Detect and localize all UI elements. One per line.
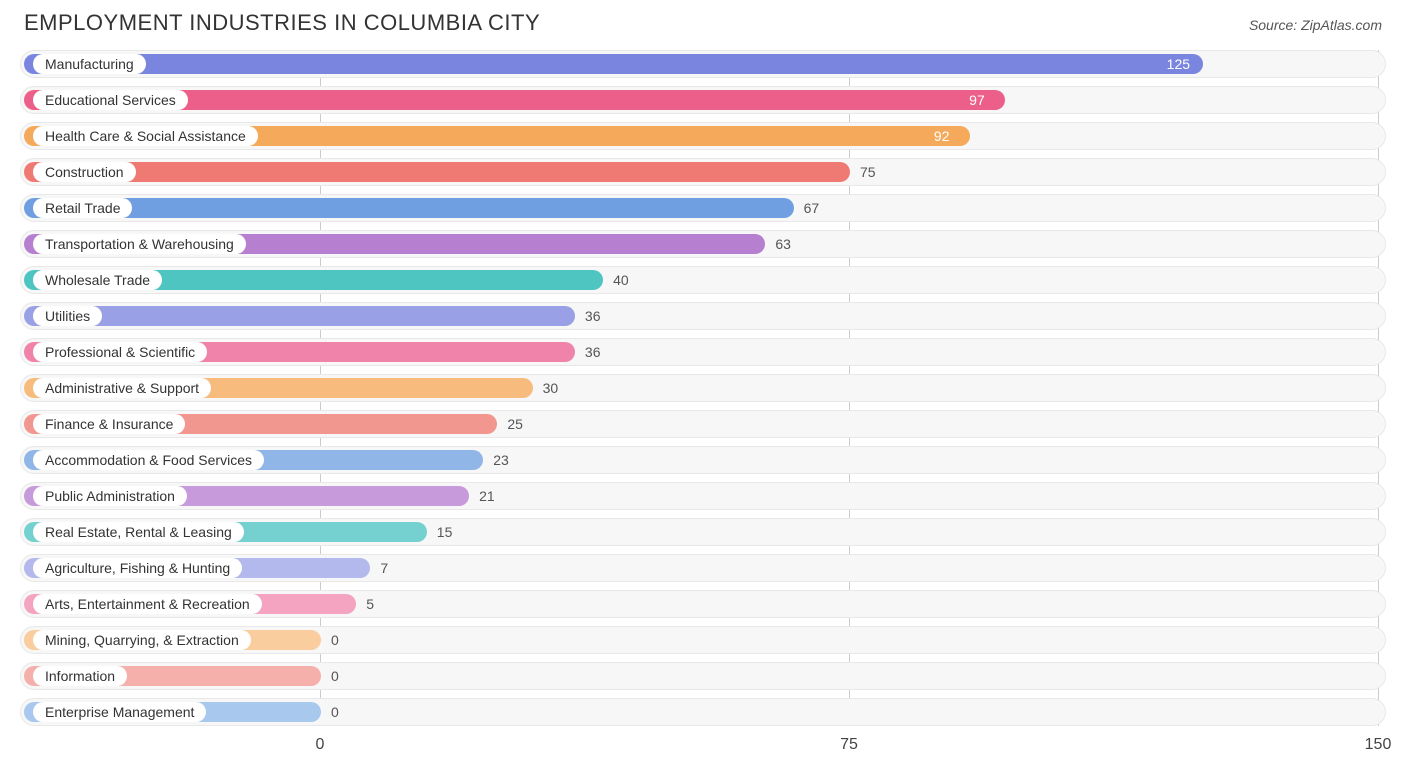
bar-row: Mining, Quarrying, & Extraction 0 [20, 626, 1386, 654]
bar-label: Administrative & Support [33, 378, 211, 398]
bar-row: Finance & Insurance 25 [20, 410, 1386, 438]
bar-label: Enterprise Management [33, 702, 206, 722]
bar-label: Agriculture, Fishing & Hunting [33, 558, 242, 578]
bar-row: Information 0 [20, 662, 1386, 690]
source-prefix: Source: [1249, 17, 1301, 33]
bar-value: 75 [860, 164, 876, 180]
bar-label: Utilities [33, 306, 102, 326]
x-tick-label: 0 [316, 736, 325, 754]
bar-row: Health Care & Social Assistance 92 [20, 122, 1386, 150]
bar-value: 23 [493, 452, 509, 468]
bar-label: Educational Services [33, 90, 188, 110]
bar-label: Professional & Scientific [33, 342, 207, 362]
bar-row: Public Administration 21 [20, 482, 1386, 510]
plot-area: Manufacturing 125 Educational Services 97 He… [20, 50, 1386, 726]
bar-value: 0 [331, 668, 339, 684]
bar-row: Administrative & Support 30 [20, 374, 1386, 402]
bar-row: Enterprise Management 0 [20, 698, 1386, 726]
bar-row: Transportation & Warehousing 63 [20, 230, 1386, 258]
bar-label: Manufacturing [33, 54, 146, 74]
chart-area: Manufacturing 125 Educational Services 97 He… [20, 50, 1386, 762]
bar-label: Health Care & Social Assistance [33, 126, 258, 146]
bar-fill [24, 198, 794, 218]
x-tick-label: 150 [1365, 736, 1392, 754]
bar-label: Mining, Quarrying, & Extraction [33, 630, 251, 650]
bar-fill [24, 162, 850, 182]
chart-header: EMPLOYMENT INDUSTRIES IN COLUMBIA CITY S… [20, 10, 1386, 36]
bar-row: Wholesale Trade 40 [20, 266, 1386, 294]
bar-label: Accommodation & Food Services [33, 450, 264, 470]
bar-fill [24, 306, 575, 326]
bar-value: 125 [1167, 56, 1190, 72]
bar-label: Finance & Insurance [33, 414, 185, 434]
bar-value: 15 [437, 524, 453, 540]
bar-row: Construction 75 [20, 158, 1386, 186]
bar-value: 97 [969, 92, 985, 108]
bar-label: Wholesale Trade [33, 270, 162, 290]
bar-label: Real Estate, Rental & Leasing [33, 522, 244, 542]
bar-value: 7 [380, 560, 388, 576]
bar-row: Utilities 36 [20, 302, 1386, 330]
source-name: ZipAtlas.com [1301, 17, 1382, 33]
bar-value: 36 [585, 308, 601, 324]
bar-value: 67 [804, 200, 820, 216]
bar-label: Construction [33, 162, 136, 182]
bar-value: 5 [366, 596, 374, 612]
chart-source: Source: ZipAtlas.com [1249, 17, 1382, 33]
bar-label: Transportation & Warehousing [33, 234, 246, 254]
bar-label: Retail Trade [33, 198, 132, 218]
bar-row: Retail Trade 67 [20, 194, 1386, 222]
bar-value: 92 [934, 128, 950, 144]
bar-row: Professional & Scientific 36 [20, 338, 1386, 366]
chart-title: EMPLOYMENT INDUSTRIES IN COLUMBIA CITY [24, 10, 540, 36]
bar-value: 36 [585, 344, 601, 360]
bar-label: Information [33, 666, 127, 686]
bar-row: Real Estate, Rental & Leasing 15 [20, 518, 1386, 546]
bar-label: Arts, Entertainment & Recreation [33, 594, 262, 614]
bar-row: Educational Services 97 [20, 86, 1386, 114]
bar-row: Accommodation & Food Services 23 [20, 446, 1386, 474]
bar-row: Agriculture, Fishing & Hunting 7 [20, 554, 1386, 582]
bar-fill [24, 54, 1203, 74]
bar-row: Manufacturing 125 [20, 50, 1386, 78]
bar-value: 40 [613, 272, 629, 288]
bar-value: 21 [479, 488, 495, 504]
bar-value: 0 [331, 704, 339, 720]
x-tick-label: 75 [840, 736, 858, 754]
x-axis: 075150 [20, 732, 1386, 762]
bar-label: Public Administration [33, 486, 187, 506]
bars-container: Manufacturing 125 Educational Services 97 He… [20, 50, 1386, 726]
bar-value: 0 [331, 632, 339, 648]
bar-row: Arts, Entertainment & Recreation 5 [20, 590, 1386, 618]
bar-value: 30 [543, 380, 559, 396]
bar-value: 25 [507, 416, 523, 432]
bar-value: 63 [775, 236, 791, 252]
